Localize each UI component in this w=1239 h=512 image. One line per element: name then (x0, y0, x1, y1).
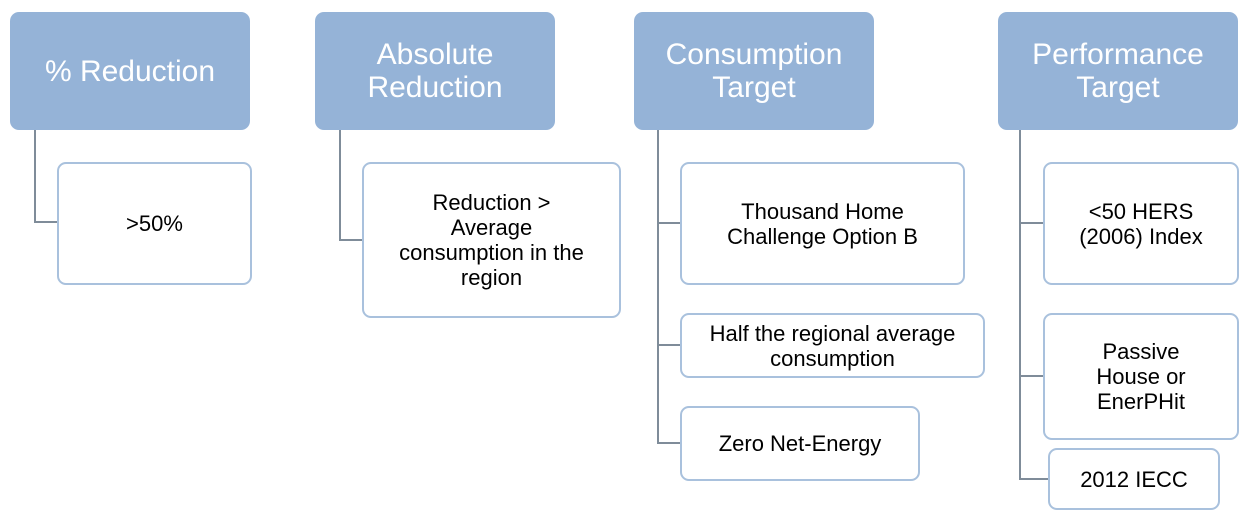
connector (339, 130, 362, 241)
item: <50 HERS (2006) Index (1043, 162, 1239, 285)
header: % Reduction (10, 12, 250, 130)
item: 2012 IECC (1048, 448, 1220, 510)
item: Zero Net-Energy (680, 406, 920, 481)
item: Passive House or EnerPHit (1043, 313, 1239, 440)
item: Reduction > Average consumption in the r… (362, 162, 621, 318)
item: Half the regional average consumption (680, 313, 985, 378)
item: >50% (57, 162, 252, 285)
header: Absolute Reduction (315, 12, 555, 130)
connector (34, 130, 57, 223)
connector (1019, 130, 1048, 480)
connector-lines (34, 130, 1048, 480)
item: Thousand Home Challenge Option B (680, 162, 965, 285)
connector (657, 130, 680, 444)
header: Performance Target (998, 12, 1238, 130)
header: Consumption Target (634, 12, 874, 130)
